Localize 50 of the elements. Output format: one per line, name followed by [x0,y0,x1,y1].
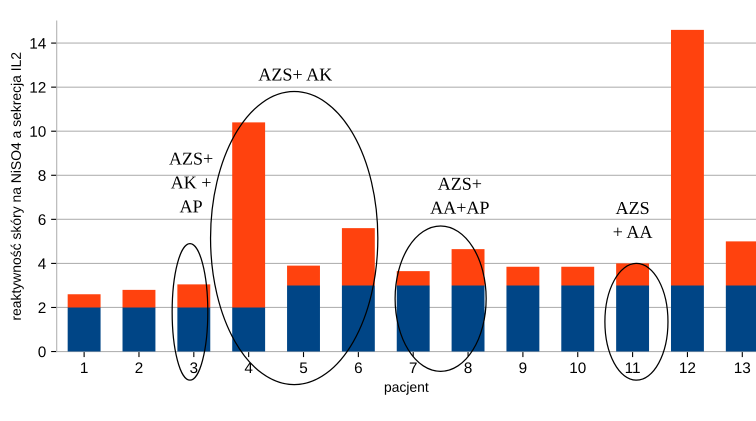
y-tick-label: 10 [30,126,46,137]
x-tick-label: 2 [135,362,142,374]
bar [396,285,430,352]
bar [452,285,485,352]
x-tick-label: 11 [626,362,640,374]
bar [68,294,101,308]
x-tick-label: 5 [300,362,308,374]
bar [287,285,320,352]
x-tick-label: 9 [519,362,526,374]
bar [122,307,156,352]
bar [670,30,704,286]
x-tick-label: 6 [354,362,362,374]
y-tick-label: 8 [38,170,46,181]
bar [177,284,210,308]
y-tick-label: 12 [30,82,46,93]
x-tick-label: 10 [570,362,586,374]
bar [670,285,704,352]
bar [616,285,650,352]
y-axis-title: reaktywność skóry na NiSO4 a sekrecja IL2 [10,52,24,320]
annotation: AZS+ AA+AP [430,178,489,214]
bar [287,266,320,286]
x-tick-label: 3 [190,362,198,374]
bar [232,122,266,308]
x-tick-label: 13 [734,362,750,374]
bar [561,285,594,352]
x-tick-label: 1 [81,362,88,374]
bar [506,285,540,352]
x-tick-label: 12 [680,362,696,374]
y-tick-label: 4 [38,258,46,269]
y-tick-label: 2 [38,302,46,314]
y-tick-label: 0 [38,346,46,358]
bar [342,285,375,352]
bar [506,266,540,286]
x-axis-title: pacjent [384,382,429,395]
annotation: AZS+ AK [258,68,332,81]
bar [616,263,650,286]
annotation: AZS + AA [614,202,652,238]
bar [396,271,430,286]
bar [561,266,594,286]
bar [68,307,101,352]
y-tick-label: 6 [38,214,46,226]
y-tick-label: 14 [30,38,46,49]
x-tick-label: 8 [464,362,472,374]
bar [452,249,485,286]
bar [122,290,156,308]
bar [232,307,266,352]
bar [177,307,210,352]
bar [342,228,375,286]
annotation: AZS+ AK + AP [169,152,212,212]
x-tick-label: 7 [410,362,417,374]
